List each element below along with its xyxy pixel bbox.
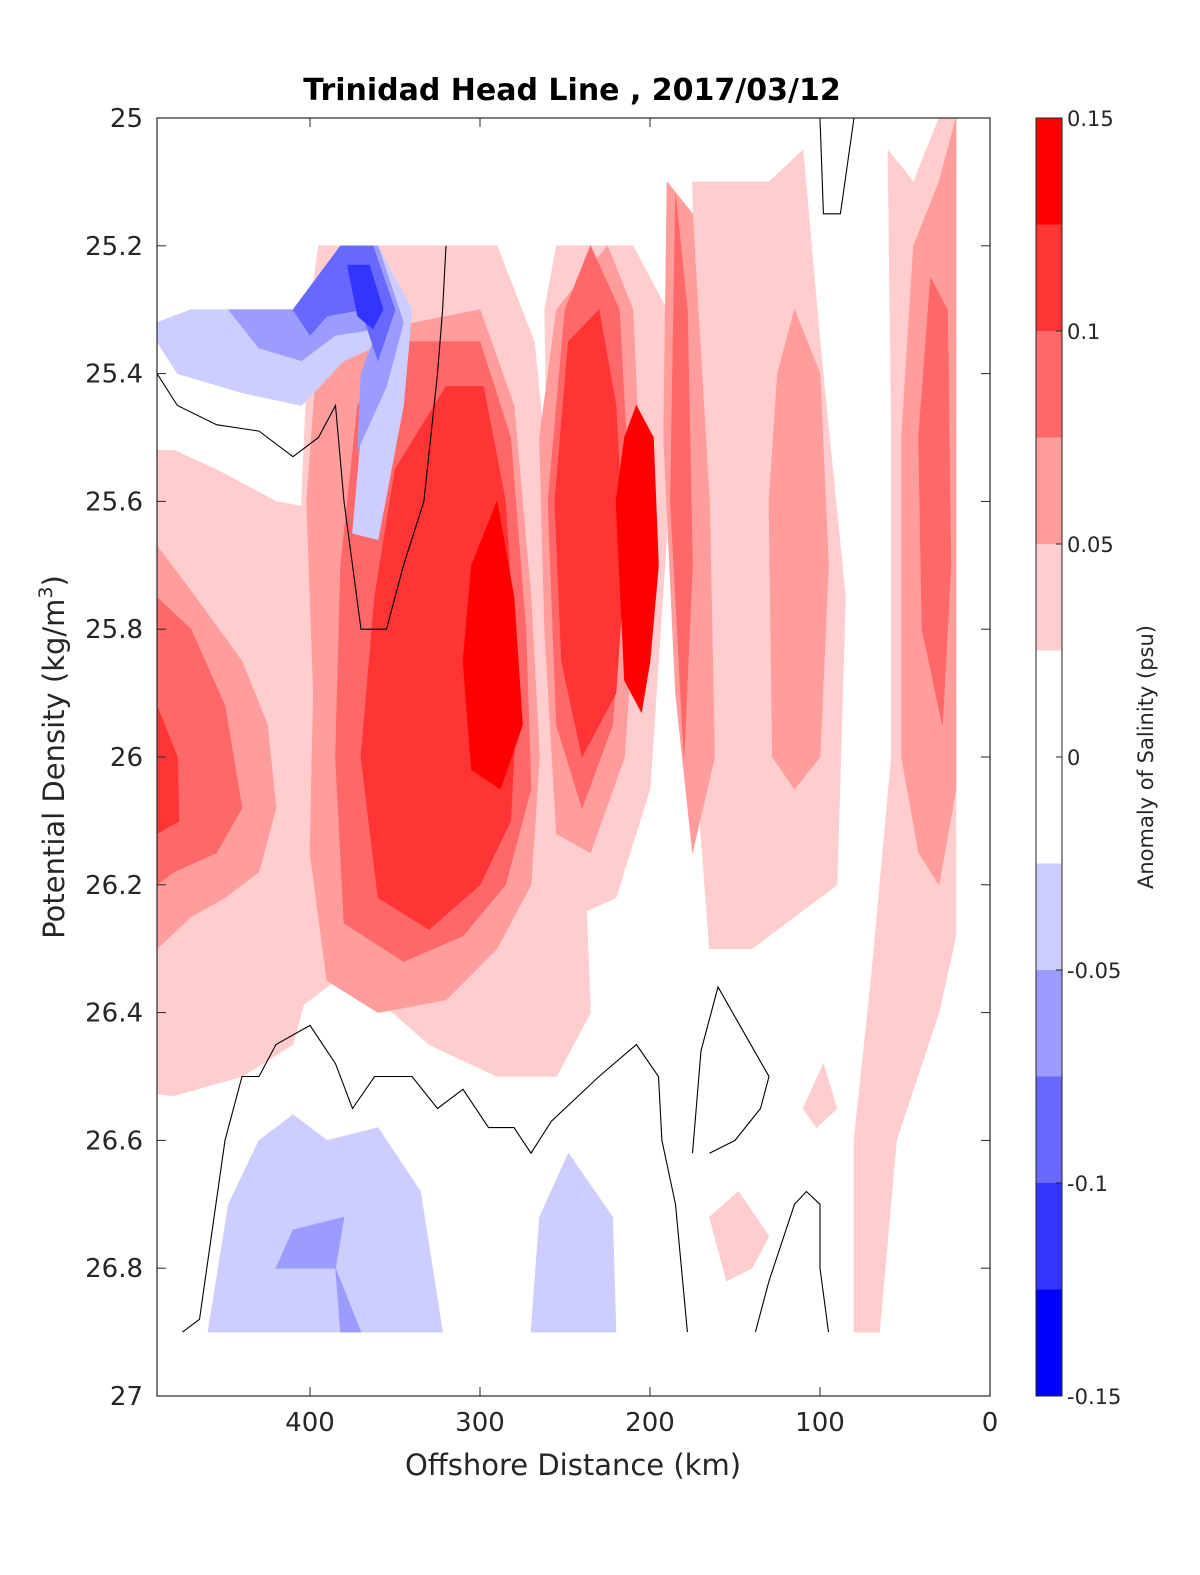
zero-contour-lines (157, 118, 855, 1333)
y-tick-label: 25.6 (85, 487, 143, 517)
colorbar-band-9 (1036, 1183, 1062, 1290)
contour-region-27 (347, 264, 384, 330)
colorbar-band-1 (1036, 224, 1062, 331)
x-tick-label: 100 (795, 1408, 845, 1438)
y-tick-label: 25.2 (85, 232, 143, 262)
contour-plot-area: 400 300 200 100 0 25 25.2 25.4 25.6 25.8 26 26.2 26… (85, 104, 998, 1438)
colorbar-band-3 (1036, 437, 1062, 544)
y-tick-label: 25.8 (85, 615, 143, 645)
zero-contour-2 (691, 985, 770, 1154)
colorbar-band-10 (1036, 1289, 1062, 1396)
y-tick-label: 26.4 (85, 999, 143, 1029)
y-axis-label-superscript: 3 (35, 586, 57, 598)
contour-fill-layer (157, 118, 957, 1333)
contour-region-19 (157, 705, 180, 835)
y-axis-label: Potential Density (kg/m3) (35, 575, 71, 939)
colorbar-tick-label: 0.15 (1067, 107, 1114, 131)
y-tick-label: 25 (110, 104, 143, 134)
y-tick-label: 26.8 (85, 1254, 143, 1284)
colorbar-bands (1036, 118, 1062, 1396)
colorbar-tick-label: 0.05 (1067, 533, 1114, 557)
colorbar-band-6 (1036, 863, 1062, 970)
colorbar-band-2 (1036, 331, 1062, 438)
colorbar-band-7 (1036, 970, 1062, 1077)
colorbar-tick-label: -0.15 (1067, 1385, 1121, 1409)
y-axis-ticks: 25 25.2 25.4 25.6 25.8 26 26.2 26.4 26.6 26.8 27 (85, 104, 990, 1412)
contour-region-21 (554, 309, 625, 758)
contour-region-30 (275, 1216, 362, 1333)
contour-region-22 (462, 500, 523, 790)
colorbar-band-0 (1036, 118, 1062, 225)
colorbar: 0.15 0.1 0.05 0 -0.05 -0.1 -0.15 (1035, 107, 1121, 1409)
x-tick-label: 400 (285, 1408, 335, 1438)
colorbar-label: Anomaly of Salinity (psu) (1134, 625, 1158, 889)
y-axis-label-main: Potential Density (kg/m (37, 599, 71, 939)
y-axis-label-close: ) (37, 575, 71, 586)
contour-region-17 (670, 194, 693, 758)
x-tick-label: 300 (455, 1408, 505, 1438)
zero-contour-0 (157, 245, 447, 630)
colorbar-tick-label: -0.1 (1067, 1172, 1108, 1196)
zero-contour-4 (819, 118, 855, 215)
colorbar-tick-label: -0.05 (1067, 959, 1121, 983)
zero-contour-3 (754, 1190, 830, 1333)
contour-region-29 (530, 1152, 617, 1333)
colorbar-band-4 (1036, 544, 1062, 651)
y-tick-label: 27 (110, 1382, 143, 1412)
colorbar-band-8 (1036, 1076, 1062, 1183)
y-tick-label: 26.2 (85, 871, 143, 901)
y-tick-label: 26.6 (85, 1126, 143, 1156)
x-axis-label: Offshore Distance (km) (405, 1448, 741, 1482)
y-tick-label: 25.4 (85, 360, 143, 390)
x-tick-label: 200 (625, 1408, 675, 1438)
colorbar-ticks: 0.15 0.1 0.05 0 -0.05 -0.1 -0.15 (1056, 107, 1121, 1409)
chart-title: Trinidad Head Line , 2017/03/12 (303, 73, 840, 108)
y-tick-label: 26 (110, 743, 143, 773)
contour-region-23 (615, 404, 659, 714)
colorbar-tick-label: 0 (1067, 746, 1080, 770)
contour-region-7 (802, 1062, 838, 1129)
zero-contour-1 (182, 1024, 688, 1333)
colorbar-tick-label: 0.1 (1067, 320, 1100, 344)
contour-region-13 (768, 308, 829, 790)
contour-region-6 (709, 1191, 770, 1282)
x-axis-ticks: 400 300 200 100 0 (285, 118, 998, 1438)
contour-region-18 (918, 276, 952, 726)
x-tick-label: 0 (982, 1408, 999, 1438)
